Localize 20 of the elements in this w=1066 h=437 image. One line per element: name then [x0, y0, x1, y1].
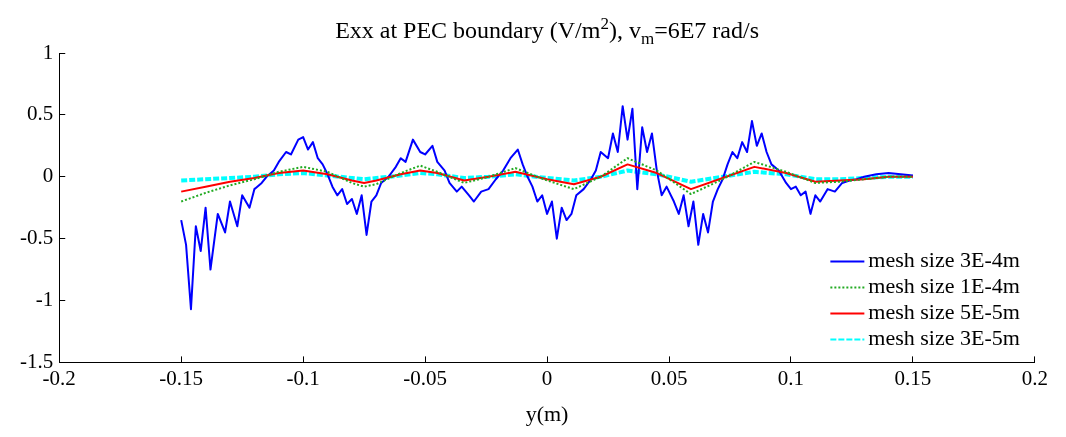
x-axis-title: y(m) — [525, 400, 569, 426]
y-tick-label: -0.5 — [19, 225, 54, 250]
line-series — [179, 168, 915, 184]
x-tick-label: 0.1 — [777, 365, 805, 390]
legend-label: mesh size 3E-5m — [868, 325, 1020, 351]
x-tick-label: 0.05 — [650, 365, 688, 390]
x-tick-label: 0.15 — [894, 365, 932, 390]
y-tick-label: 0 — [42, 163, 54, 188]
x-tick-label: 0 — [541, 365, 553, 390]
y-tick-label: -1 — [35, 287, 54, 312]
line-series — [180, 157, 914, 203]
x-tick-label: -0.05 — [403, 365, 447, 390]
legend-label: mesh size 5E-5m — [868, 299, 1020, 325]
legend-label: mesh size 1E-4m — [868, 273, 1020, 299]
x-tick-label: -0.15 — [159, 365, 204, 390]
x-tick-label: -0.1 — [286, 365, 320, 390]
y-tick-label: 0.5 — [26, 101, 54, 126]
y-tick-label: 1 — [42, 39, 54, 64]
legend-label: mesh size 3E-4m — [868, 247, 1020, 273]
x-tick-label: 0.2 — [1021, 365, 1048, 390]
